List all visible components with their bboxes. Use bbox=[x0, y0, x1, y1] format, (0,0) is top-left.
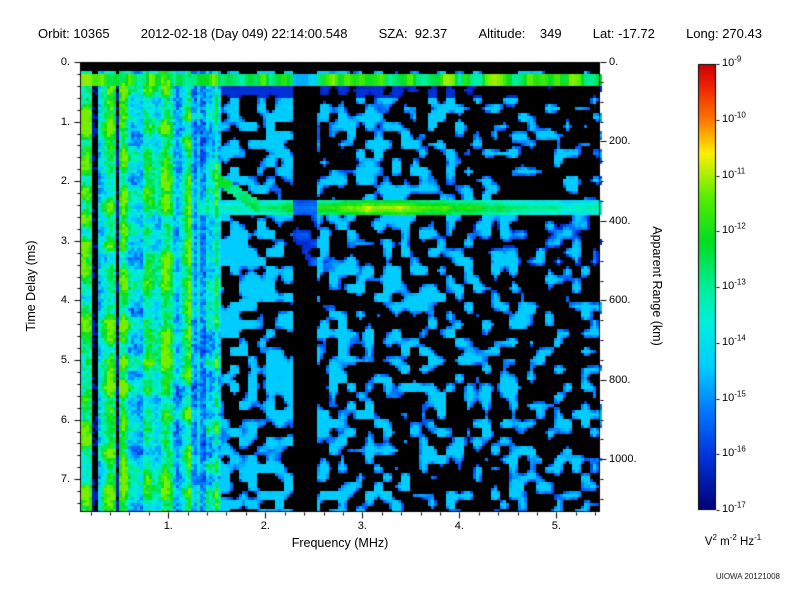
y-tick-label: 5. bbox=[60, 354, 70, 366]
colorbar-tick-label: 10-10 bbox=[722, 110, 746, 125]
apparent-range-tick-label: 1000. bbox=[609, 453, 637, 466]
y-tick-label: 4. bbox=[60, 294, 70, 307]
x-tick-label: 3. bbox=[357, 520, 367, 532]
header-info-line: Orbit: 10365 2012-02-18 (Day 049) 22:14:… bbox=[38, 26, 762, 41]
y-axis-title-time-delay: Time Delay (ms) bbox=[24, 240, 38, 332]
y-tick-label: 0. bbox=[60, 56, 70, 68]
y-tick-label: 7. bbox=[60, 473, 70, 486]
colorbar-tick-label: 10-11 bbox=[722, 165, 746, 181]
y-axis-title-apparent-range: Apparent Range (km) bbox=[650, 226, 664, 346]
x-axis-title-frequency: Frequency (MHz) bbox=[291, 536, 389, 550]
x-tick-label: 1. bbox=[163, 520, 173, 532]
apparent-range-tick-label: 600. bbox=[609, 294, 631, 307]
apparent-range-tick-label: 400. bbox=[609, 214, 631, 227]
header-lat: Lat: -17.72 bbox=[592, 26, 655, 41]
y-tick-label: 1. bbox=[60, 115, 70, 128]
apparent-range-tick-label: 0. bbox=[609, 56, 619, 68]
header-datetime: 2012-02-18 (Day 049) 22:14:00.548 bbox=[140, 26, 348, 41]
header-altitude: Altitude: 349 bbox=[478, 26, 562, 41]
x-tick-label: 2. bbox=[260, 520, 270, 532]
colorbar-tick-label: 10-9 bbox=[722, 54, 742, 69]
colorbar-tick-label: 10-12 bbox=[722, 221, 746, 237]
colorbar-tick-label: 10-13 bbox=[722, 277, 746, 292]
header-orbit: Orbit: 10365 bbox=[38, 26, 110, 41]
header-long: Long: 270.43 bbox=[686, 26, 762, 41]
header-sza: SZA: 92.37 bbox=[378, 26, 448, 41]
y-tick-label: 2. bbox=[60, 175, 70, 188]
y-tick-label: 3. bbox=[60, 234, 70, 247]
x-tick-label: 4. bbox=[454, 520, 464, 532]
colorbar-unit-label: V2 m-2 Hz-1 bbox=[704, 533, 762, 548]
colorbar-tick-label: 10-16 bbox=[722, 444, 746, 460]
y-tick-label: 6. bbox=[60, 413, 70, 426]
apparent-range-tick-label: 200. bbox=[609, 135, 631, 148]
apparent-range-tick-label: 800. bbox=[609, 373, 631, 386]
credit-text: UIOWA 20121008 bbox=[715, 572, 780, 581]
colorbar-tick-label: 10-15 bbox=[722, 388, 746, 404]
colorbar-tick-label: 10-17 bbox=[722, 500, 746, 515]
x-tick-label: 5. bbox=[551, 520, 561, 532]
colorbar-tick-label: 10-14 bbox=[722, 333, 746, 348]
